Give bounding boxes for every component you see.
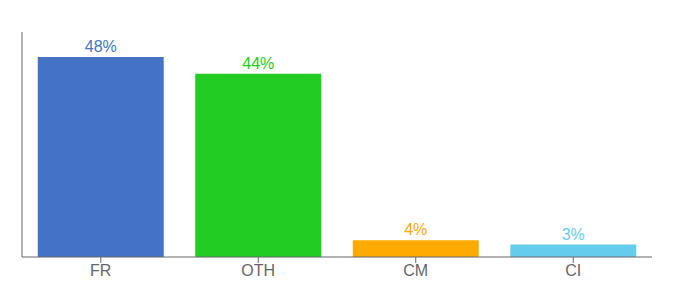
svg-text:FR: FR xyxy=(90,262,111,279)
svg-text:CM: CM xyxy=(403,262,428,279)
svg-text:4%: 4% xyxy=(404,221,427,238)
svg-text:OTH: OTH xyxy=(241,262,275,279)
svg-text:48%: 48% xyxy=(85,38,117,55)
svg-text:3%: 3% xyxy=(562,226,585,243)
svg-text:44%: 44% xyxy=(242,55,274,72)
svg-text:CI: CI xyxy=(565,262,581,279)
